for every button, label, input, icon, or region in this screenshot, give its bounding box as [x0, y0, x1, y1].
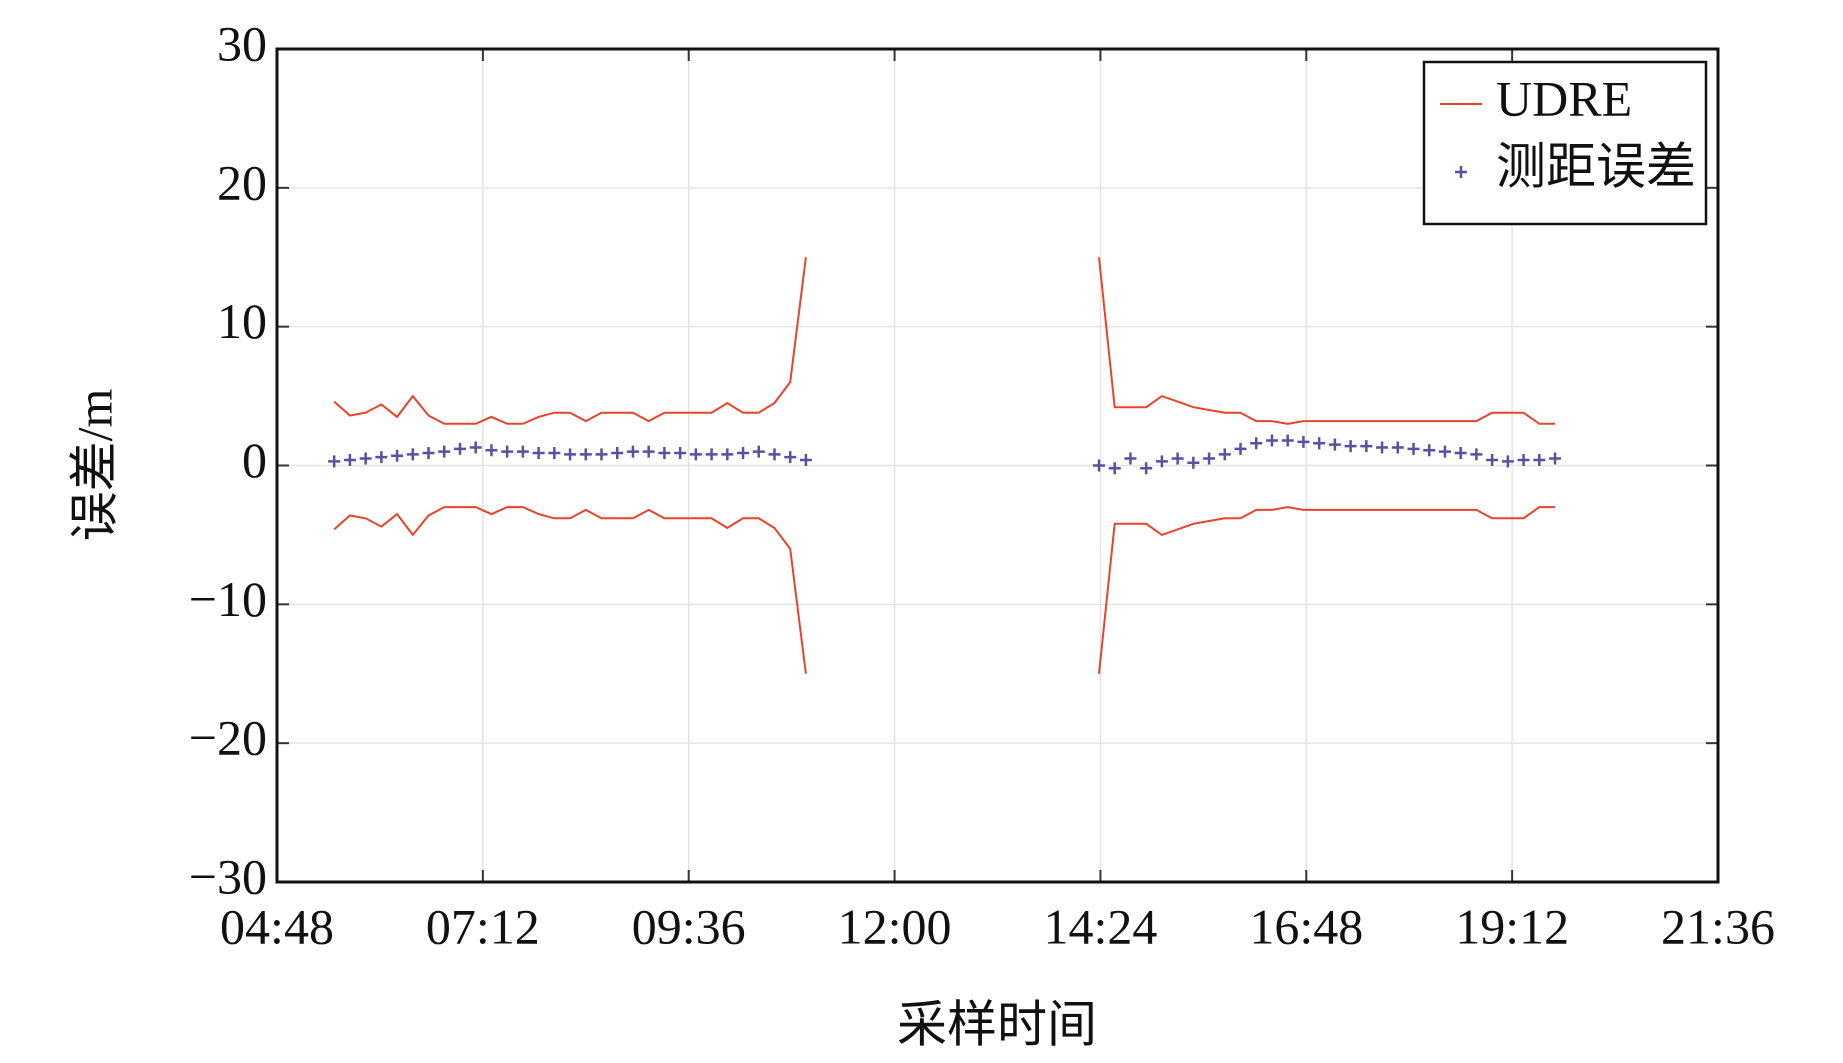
x-tick-label: 21:36 [1661, 898, 1775, 954]
error-point [768, 448, 781, 461]
x-tick-label: 14:24 [1043, 898, 1157, 954]
error-point [611, 447, 624, 460]
error-point [752, 445, 765, 458]
error-point [658, 447, 671, 460]
error-point [1187, 456, 1200, 469]
error-point [375, 451, 388, 464]
error-point [1470, 448, 1483, 461]
error-point [1140, 462, 1153, 475]
error-point [438, 445, 451, 458]
error-point [564, 448, 577, 461]
error-point [642, 445, 655, 458]
y-tick-label: 0 [242, 432, 267, 488]
x-axis-label: 采样时间 [897, 996, 1097, 1052]
error-point [1297, 435, 1310, 448]
error-point [1108, 462, 1121, 475]
error-point [1234, 442, 1247, 455]
plot-frame [275, 47, 1720, 884]
error-point [1171, 452, 1184, 465]
error-point [1265, 434, 1278, 447]
error-point [1486, 453, 1499, 466]
error-point [1407, 442, 1420, 455]
y-tick-label: 10 [217, 293, 267, 349]
error-point [359, 452, 372, 465]
error-point [453, 442, 466, 455]
error-point [595, 448, 608, 461]
x-tick-label: 16:48 [1249, 898, 1363, 954]
error-point [799, 453, 812, 466]
error-point [422, 447, 435, 460]
x-tick-label: 07:12 [426, 898, 540, 954]
udre-line [333, 257, 1555, 425]
legend-label: UDRE [1496, 70, 1632, 126]
legend-box [1422, 60, 1708, 226]
error-point [1549, 452, 1562, 465]
x-tick-label: 04:48 [220, 898, 334, 954]
y-tick-label: 30 [217, 15, 267, 71]
error-point [784, 451, 797, 464]
y-tick-label: 20 [217, 154, 267, 210]
error-point [469, 441, 482, 454]
error-point [343, 453, 356, 466]
error-point [1281, 434, 1294, 447]
error-point [579, 448, 592, 461]
error-point [328, 455, 341, 468]
error-point [1533, 453, 1546, 466]
error-point [1328, 438, 1341, 451]
error-point [721, 448, 734, 461]
x-tick-label: 09:36 [632, 898, 746, 954]
udre-line [333, 506, 1555, 674]
legend-label: 测距误差 [1496, 138, 1696, 194]
error-point [1344, 440, 1357, 453]
error-point [1218, 448, 1231, 461]
error-point [1376, 441, 1389, 454]
error-point [1501, 455, 1514, 468]
error-point [1250, 437, 1263, 450]
error-point [1517, 453, 1530, 466]
error-point [1203, 452, 1216, 465]
error-point [626, 445, 639, 458]
error-point [1313, 437, 1326, 450]
error-point [737, 447, 750, 460]
legend-marker [1455, 166, 1467, 178]
error-point [1360, 440, 1373, 453]
error-point [548, 447, 561, 460]
error-point [1391, 441, 1404, 454]
error-point [1423, 444, 1436, 457]
error-point [705, 448, 718, 461]
error-point [1155, 455, 1168, 468]
error-point [501, 445, 514, 458]
error-point [1438, 445, 1451, 458]
y-tick-label: −10 [189, 571, 267, 627]
x-tick-label: 19:12 [1455, 898, 1569, 954]
y-tick-label: −20 [189, 710, 267, 766]
x-tick-label: 12:00 [838, 898, 952, 954]
error-point [485, 444, 498, 457]
error-point [1124, 452, 1137, 465]
error-point [1093, 459, 1105, 472]
error-point [1454, 447, 1467, 460]
error-point [391, 449, 404, 462]
error-point [532, 447, 545, 460]
error-point [406, 448, 419, 461]
y-tick-label: −30 [189, 848, 267, 904]
y-axis-label: 误差/m [66, 389, 122, 542]
error-point [516, 445, 529, 458]
error-point [674, 447, 687, 460]
error-point [689, 448, 702, 461]
